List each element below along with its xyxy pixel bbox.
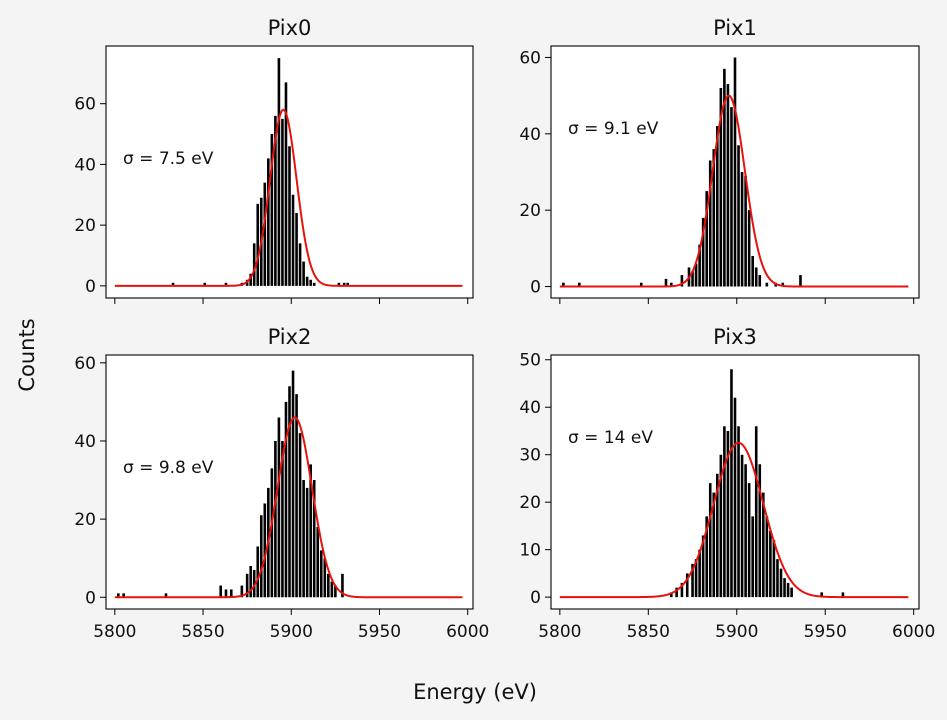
subplot-title: Pix0 [268, 16, 312, 40]
y-tick-label: 40 [74, 155, 96, 175]
sigma-annotation: σ = 7.5 eV [123, 149, 214, 169]
fit-curve [114, 416, 463, 599]
x-tick-label: 5800 [93, 622, 136, 642]
subplot-title: Pix3 [713, 325, 757, 349]
sigma-annotation: σ = 9.1 eV [568, 119, 659, 139]
fit-curve [559, 94, 909, 288]
axes-frame [550, 354, 920, 610]
axes-frame [105, 354, 474, 610]
y-tick-label: 60 [74, 354, 96, 374]
y-tick-label: 30 [519, 446, 541, 466]
x-tick-label: 5800 [538, 622, 581, 642]
y-tick-label: 10 [519, 541, 541, 561]
sigma-annotation: σ = 9.8 eV [123, 458, 214, 478]
x-tick-label: 6000 [892, 622, 935, 642]
subplot-pix3: 5800 5850 5900 5950 6000 0 10 20 30 40 50 Pix3 σ = 1… [519, 325, 935, 642]
y-tick-label: 20 [519, 201, 541, 221]
x-tick-label: 6000 [446, 622, 489, 642]
figure-ylabel: Counts [15, 318, 39, 391]
x-tick-label: 5900 [715, 622, 758, 642]
axes-frame [105, 45, 474, 299]
x-tick-label: 5900 [270, 622, 313, 642]
y-tick-label: 40 [74, 432, 96, 452]
x-tick-label: 5950 [358, 622, 401, 642]
x-tick-label: 5950 [804, 622, 847, 642]
axes-frame [550, 45, 920, 299]
y-tick-label: 20 [519, 493, 541, 513]
sigma-annotation: σ = 14 eV [568, 428, 653, 448]
y-tick-label: 0 [530, 278, 541, 298]
fit-curve [559, 441, 909, 599]
y-tick-label: 40 [519, 125, 541, 145]
y-tick-label: 0 [85, 277, 96, 297]
y-tick-label: 40 [519, 398, 541, 418]
y-tick-label: 60 [519, 48, 541, 68]
y-tick-label: 0 [530, 588, 541, 608]
subplot-pix1: 0 20 40 60 Pix1 σ = 9.1 eV [519, 16, 920, 304]
y-tick-label: 20 [74, 216, 96, 236]
y-tick-label: 20 [74, 510, 96, 530]
y-tick-label: 50 [519, 351, 541, 371]
fit-curve [114, 108, 463, 287]
subplot-title: Pix1 [713, 16, 757, 40]
subplot-pix2: 5800 5850 5900 5950 6000 0 20 40 60 Pix2 σ = 9.8 e… [74, 325, 489, 642]
figure-xlabel: Energy (eV) [413, 680, 537, 704]
x-tick-label: 5850 [627, 622, 670, 642]
subplot-grid: 0 20 40 60 Pix0 σ = 7.5 eV 0 20 40 60 Pix1 σ = 9.1 … [74, 16, 935, 642]
subplot-title: Pix2 [268, 325, 312, 349]
y-tick-label: 0 [85, 588, 96, 608]
y-tick-label: 60 [74, 95, 96, 115]
subplot-pix0: 0 20 40 60 Pix0 σ = 7.5 eV [74, 16, 474, 304]
x-tick-label: 5850 [181, 622, 224, 642]
